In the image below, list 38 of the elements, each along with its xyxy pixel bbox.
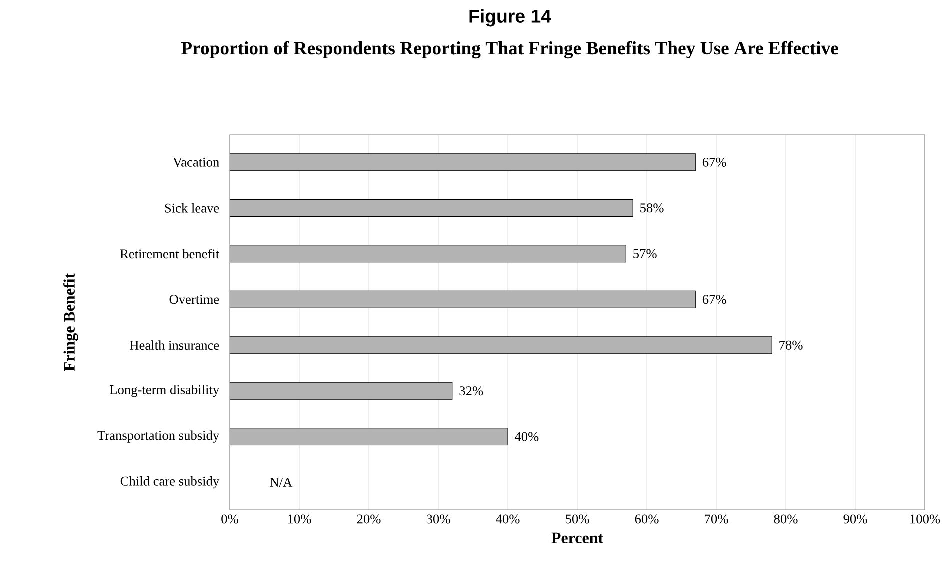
data-label: 40% <box>514 432 539 442</box>
x-tick-label: 10% <box>288 514 312 524</box>
chart-subtitle: Proportion of Respondents Reporting That Fringe Benefits They Use Are Effective <box>181 41 838 59</box>
data-label: 58% <box>640 204 664 213</box>
y-axis-title: Fringe Benefit <box>64 273 78 372</box>
y-tick-label: Overtime <box>170 295 220 304</box>
x-tick-label: 60% <box>635 514 659 524</box>
data-label: 32% <box>460 386 484 396</box>
text: N/A <box>270 478 293 488</box>
y-tick-label: Transportation subsidy <box>98 430 220 443</box>
x-tick-label: 20% <box>357 514 381 524</box>
x-tick-label: 50% <box>566 514 590 524</box>
x-tick-label: 30% <box>426 514 450 524</box>
bar <box>230 290 696 308</box>
data-label: 67% <box>702 158 726 167</box>
data-label: 57% <box>634 249 657 258</box>
bar <box>230 428 508 446</box>
y-tick-label: Child care subsidy <box>120 476 220 489</box>
y-tick-label: Vacation <box>173 158 220 167</box>
y-tick-label: Long-term disability <box>110 385 220 398</box>
data-label: 67% <box>702 295 726 304</box>
chart-title: Figure 14 <box>470 9 552 27</box>
bar <box>230 336 772 354</box>
x-axis-title: Percent <box>552 532 604 544</box>
bar <box>230 199 634 217</box>
bar <box>230 154 696 172</box>
x-tick-label: 90% <box>844 514 868 524</box>
data-label: 78% <box>780 340 803 350</box>
y-tick-label: Sick leave <box>165 203 220 213</box>
bar <box>230 382 453 400</box>
y-tick-label: Health insurance <box>130 340 220 350</box>
x-tick-label: 100% <box>910 514 940 524</box>
x-tick-label: 40% <box>496 514 520 524</box>
x-tick-label: 80% <box>774 514 798 524</box>
y-tick-label: Retirement benefit <box>120 249 220 259</box>
x-tick-label: 70% <box>705 514 728 524</box>
bar <box>230 245 626 263</box>
x-tick-label: 0% <box>222 514 238 524</box>
